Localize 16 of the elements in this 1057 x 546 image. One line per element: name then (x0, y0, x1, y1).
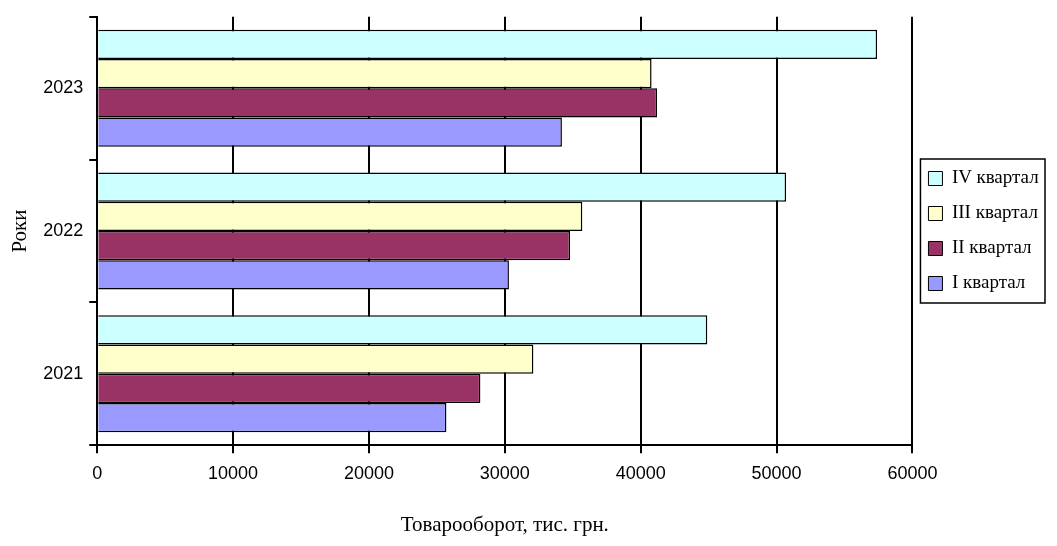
x-tick-label: 0 (92, 462, 103, 483)
legend-label: III квартал (951, 201, 1039, 223)
x-tick-label: 60000 (887, 462, 938, 483)
y-tick-label: 2022 (43, 219, 84, 240)
x-tick-label: 10000 (208, 462, 259, 483)
x-tick-label: 40000 (615, 462, 666, 483)
x-tick-label: 30000 (479, 462, 530, 483)
y-axis-title: Роки (7, 209, 32, 253)
legend-label: II квартал (951, 236, 1033, 258)
legend-label: IV квартал (951, 166, 1040, 188)
y-tick-label: 2021 (43, 362, 84, 383)
y-tick-label: 2023 (43, 77, 84, 98)
x-axis-title: Товарооборот, тис. грн. (400, 511, 609, 536)
x-tick-label: 50000 (751, 462, 802, 483)
legend-label: I квартал (951, 271, 1026, 293)
x-tick-label: 20000 (343, 462, 395, 483)
